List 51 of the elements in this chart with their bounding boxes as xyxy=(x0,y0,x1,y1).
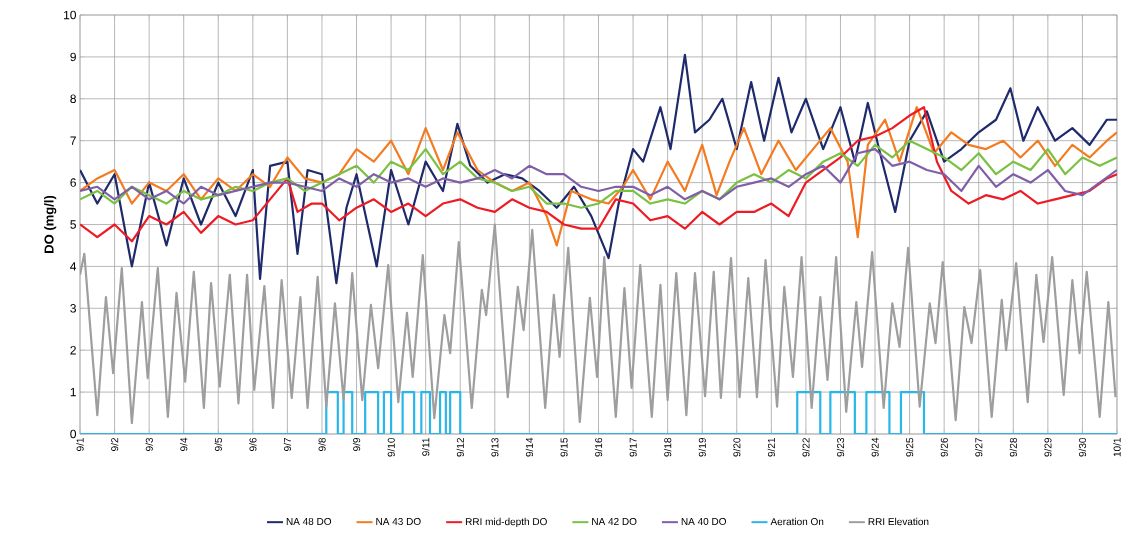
x-tick-label: 9/13 xyxy=(491,437,499,457)
line-series xyxy=(80,139,1117,209)
x-tick-label: 9/9 xyxy=(352,437,361,451)
y-tick-label: 5 xyxy=(70,220,76,229)
x-tick-label: 9/20 xyxy=(733,437,741,457)
legend-label: NA 40 DO xyxy=(681,517,727,526)
y-tick-label: 9 xyxy=(70,52,76,62)
x-tick-label: 9/24 xyxy=(871,437,879,457)
x-tick-label: 9/27 xyxy=(975,438,983,457)
x-tick-label: 9/10 xyxy=(387,437,395,457)
x-tick-label: 9/14 xyxy=(525,437,534,457)
x-tick-label: 9/17 xyxy=(629,438,637,457)
x-tick-label: 9/8 xyxy=(318,437,326,451)
x-tick-label: 9/6 xyxy=(249,437,257,451)
y-tick-label: 3 xyxy=(70,304,76,313)
x-tick-label: 9/22 xyxy=(802,438,810,457)
x-tick-label: 9/19 xyxy=(698,437,706,457)
x-tick-label: 9/15 xyxy=(560,437,568,457)
y-tick-label: 4 xyxy=(70,262,77,271)
x-tick-label: 9/28 xyxy=(1009,437,1017,457)
x-tick-label: 10/1 xyxy=(1113,438,1121,457)
legend-label: RRI Elevation xyxy=(868,517,929,526)
x-tick-label: 9/25 xyxy=(905,437,914,457)
x-tick-label: 9/29 xyxy=(1044,437,1052,457)
x-tick-label: 9/1 xyxy=(76,438,84,451)
x-tick-label: 9/16 xyxy=(594,437,603,457)
x-tick-label: 9/4 xyxy=(180,437,188,451)
y-tick-label: 7 xyxy=(70,136,76,145)
y-tick-label: 6 xyxy=(70,178,76,187)
y-axis-title: DO (mg/l) xyxy=(44,195,57,253)
y-tick-label: 10 xyxy=(64,10,77,20)
x-tick-label: 9/21 xyxy=(767,438,775,457)
y-tick-label: 8 xyxy=(70,94,76,104)
x-tick-label: 9/26 xyxy=(940,437,948,457)
legend-label: Aeration On xyxy=(770,517,824,526)
x-tick-label: 9/7 xyxy=(283,438,292,451)
legend-label: RRI mid-depth DO xyxy=(465,517,547,528)
x-tick-label: 9/2 xyxy=(110,438,119,451)
y-tick-label: 2 xyxy=(70,346,76,355)
x-tick-label: 9/18 xyxy=(663,437,672,457)
x-tick-label: 9/23 xyxy=(836,437,845,457)
x-tick-label: 9/5 xyxy=(214,437,222,451)
legend-label: NA 43 DO xyxy=(376,517,421,526)
y-tick-label: 1 xyxy=(70,387,76,397)
legend-label: NA 48 DO xyxy=(286,517,332,526)
y-tick-label: 0 xyxy=(70,429,77,439)
x-tick-label: 9/12 xyxy=(456,438,464,457)
legend-label: NA 42 DO xyxy=(592,517,637,526)
x-tick-label: 9/30 xyxy=(1078,437,1087,457)
x-tick-label: 9/11 xyxy=(422,438,430,456)
x-tick-label: 9/3 xyxy=(145,437,153,451)
